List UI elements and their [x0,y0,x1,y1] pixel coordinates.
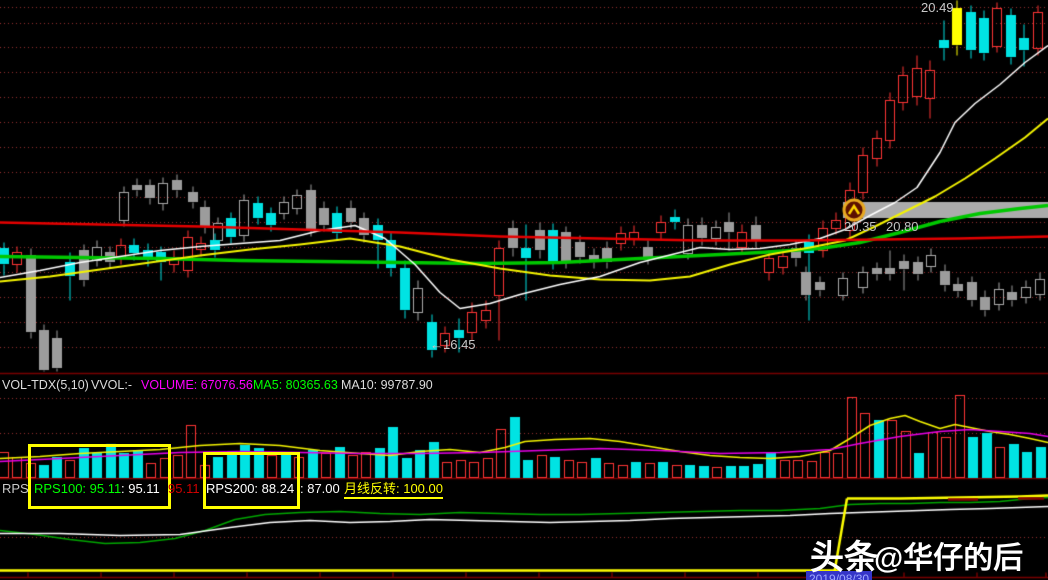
alert-badge-icon[interactable] [843,199,865,221]
band-high-label: 20.80 [886,219,919,234]
volume-ma5-value: MA5: 80365.63 [253,378,338,392]
monthly-reversal-value: 月线反转: 100.00 [344,481,443,499]
volume-value: VOLUME: 67076.56 [141,378,253,392]
volume-ma10-value: MA10: 99787.90 [341,378,433,392]
rps200-value: RPS200: 88.24 [206,481,295,496]
date-label: 2019/08/30 [806,571,873,580]
rps100-red-value: 95.11 [168,481,200,496]
volume-indicator-label[interactable]: VOL-TDX(5,10) [2,378,89,392]
watermark-brand: 头条 [810,539,878,577]
price-low-label: ←16.45 [430,337,476,352]
rps100-value: RPS100: 95.11 [34,481,122,496]
band-low-label: 20.35 [844,219,877,234]
rps100-second-value: : 95.11 [121,481,160,496]
price-pane[interactable] [0,0,1048,372]
highlight-box-rps100 [28,444,171,509]
rps-indicator-label[interactable]: RPS [2,481,29,496]
rps200-second-value: : 87.00 [300,481,340,496]
price-high-label: 20.49 [921,0,954,15]
watermark-account: @华仔的后院 [874,542,1024,575]
highlight-box-rps200 [203,452,300,509]
vvol-label: VVOL:- [91,378,132,392]
